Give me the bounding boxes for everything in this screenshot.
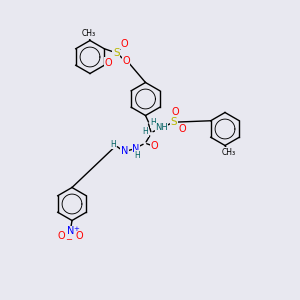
Text: O: O	[150, 141, 158, 151]
Text: −: −	[65, 235, 72, 244]
Text: N: N	[67, 226, 74, 236]
Text: O: O	[121, 39, 128, 49]
Text: H: H	[150, 118, 156, 127]
Text: O: O	[178, 124, 186, 134]
Text: CH₃: CH₃	[81, 29, 96, 38]
Text: N: N	[121, 146, 128, 157]
Text: O: O	[75, 231, 83, 242]
Text: O: O	[122, 56, 130, 66]
Text: O: O	[58, 231, 65, 242]
Text: H: H	[142, 128, 148, 136]
Text: NH: NH	[155, 123, 168, 132]
Text: H: H	[134, 151, 140, 160]
Text: S: S	[113, 48, 120, 58]
Text: S: S	[171, 117, 177, 127]
Text: H: H	[110, 140, 116, 149]
Text: CH₃: CH₃	[221, 148, 236, 157]
Text: O: O	[172, 106, 179, 117]
Text: +: +	[74, 226, 80, 232]
Text: O: O	[104, 58, 112, 68]
Text: N: N	[132, 143, 140, 154]
